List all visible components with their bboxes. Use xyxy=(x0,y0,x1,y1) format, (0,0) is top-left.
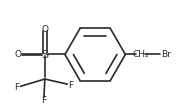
Text: CH₂: CH₂ xyxy=(133,50,149,59)
Text: F: F xyxy=(41,96,46,105)
Text: O: O xyxy=(15,50,22,59)
Text: Br: Br xyxy=(161,50,171,59)
Text: S: S xyxy=(41,49,48,60)
Text: F: F xyxy=(14,83,19,92)
Text: O: O xyxy=(41,25,48,34)
Text: F: F xyxy=(68,81,74,89)
